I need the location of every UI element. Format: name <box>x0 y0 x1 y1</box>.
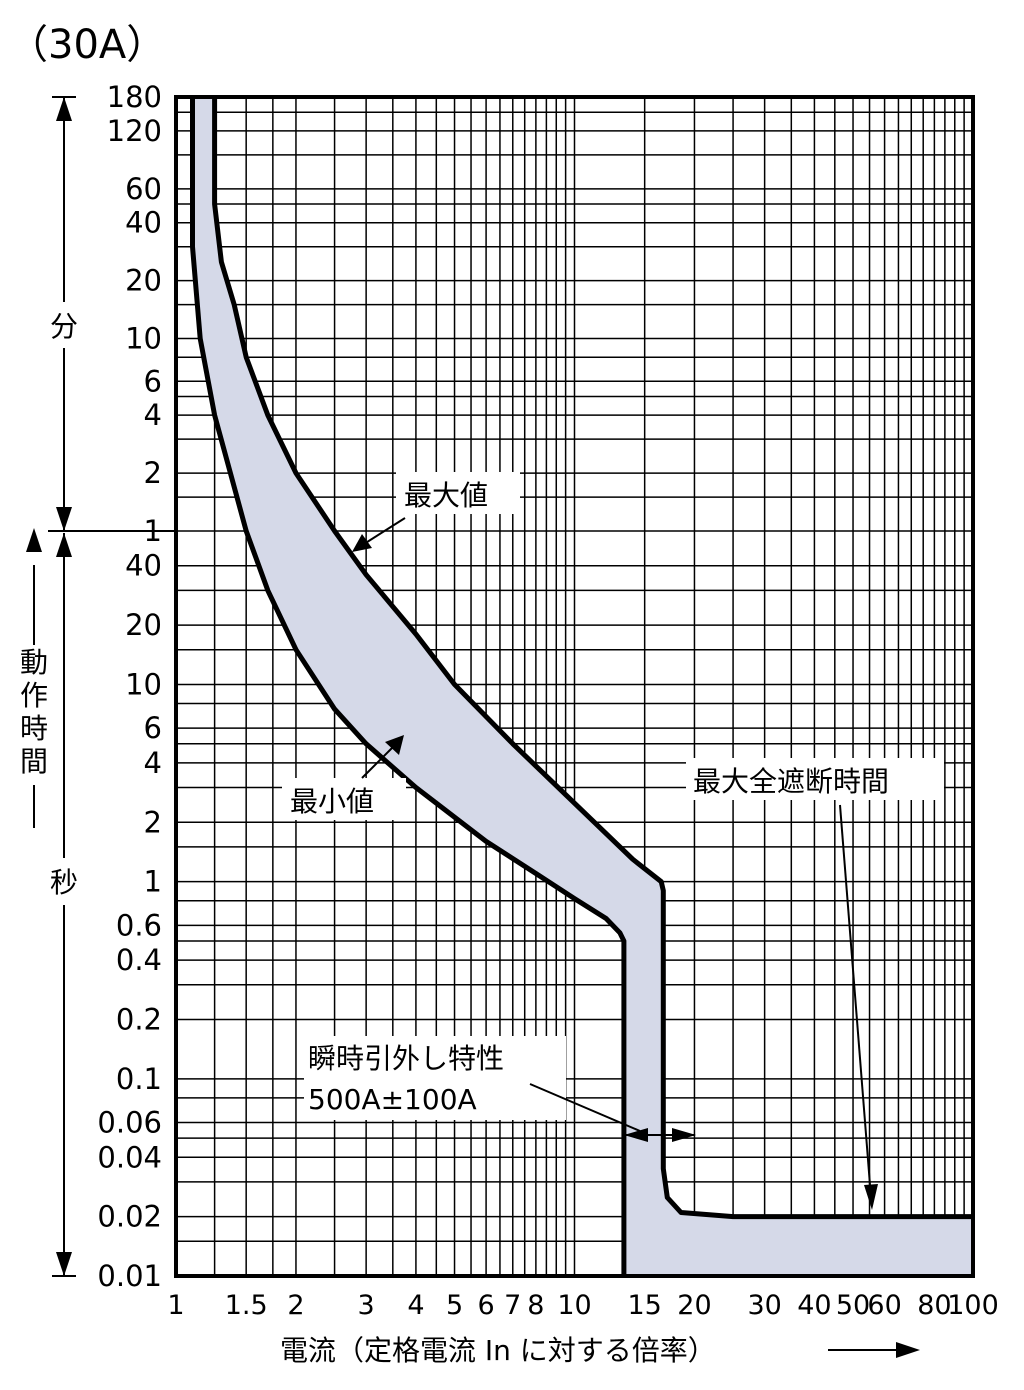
seconds-down-arrowhead <box>56 1252 72 1276</box>
x-axis-arrowhead <box>896 1342 920 1358</box>
ylabel-char-1: 動 <box>20 646 48 679</box>
x-tick-label: 6 <box>477 1290 494 1321</box>
x-tick-label: 30 <box>747 1290 781 1321</box>
y-tick-label-seconds: 0.6 <box>116 908 162 942</box>
minutes-label: 分 <box>50 310 78 343</box>
max-value-label: 最大値 <box>404 479 488 512</box>
time-unit-arrowheads <box>26 97 72 1276</box>
operating-band-fill <box>192 97 973 1276</box>
ylabel-char-3: 時 <box>20 712 48 745</box>
x-tick-label: 80 <box>917 1290 951 1321</box>
x-tick-label: 2 <box>287 1290 304 1321</box>
y-tick-label-minutes: 20 <box>125 264 162 298</box>
ylabel-up-arrowhead <box>26 528 42 552</box>
y-tick-label-seconds: 10 <box>125 667 162 701</box>
x-tick-label: 4 <box>407 1290 424 1321</box>
y-tick-label-seconds: 40 <box>125 549 162 583</box>
inst-trip-right-arrowhead <box>672 1128 696 1142</box>
y-tick-label-seconds: 0.06 <box>97 1106 162 1140</box>
y-tick-label-seconds: 0.04 <box>97 1140 162 1174</box>
y-tick-label-seconds: 20 <box>125 608 162 642</box>
grid-lines <box>176 96 973 1277</box>
y-tick-label-minutes: 4 <box>144 398 162 432</box>
minutes-up-arrowhead <box>56 97 72 121</box>
seconds-up-arrowhead <box>56 533 72 557</box>
x-tick-label: 7 <box>504 1290 521 1321</box>
min-label-bg <box>282 778 406 820</box>
max-value-curve <box>212 97 973 1220</box>
x-tick-label: 1 <box>167 1290 184 1321</box>
total-clear-time-label: 最大全遮断時間 <box>693 765 889 798</box>
max-label-bg <box>396 472 520 514</box>
x-tick-label: 8 <box>527 1290 544 1321</box>
total-clear-arrowhead <box>864 1184 878 1210</box>
y-tick-label-seconds: 0.2 <box>116 1002 162 1036</box>
y-tick-label-seconds: 0.02 <box>97 1200 162 1234</box>
y-tick-label-seconds: 4 <box>144 746 162 780</box>
y-tick-label-seconds: 0.1 <box>116 1062 162 1096</box>
x-tick-label: 20 <box>677 1290 711 1321</box>
x-tick-label: 3 <box>358 1290 375 1321</box>
y-tick-labels: 18012060402010642140201064210.60.40.20.1… <box>97 80 162 1293</box>
y-tick-label-seconds: 0.4 <box>116 943 162 977</box>
total-clear-label-bg <box>686 758 944 800</box>
y-tick-label-minutes: 120 <box>107 114 162 148</box>
max-value-leader <box>363 517 406 545</box>
y-tick-label-minutes: 2 <box>144 456 162 490</box>
inst-label-bg <box>304 1036 566 1120</box>
y-tick-label-minutes: 180 <box>107 80 162 114</box>
x-tick-label: 40 <box>797 1290 831 1321</box>
min-value-label: 最小値 <box>290 785 374 818</box>
plot-frame <box>174 95 975 1278</box>
min-value-curve <box>190 97 627 1276</box>
inst-trip-range-label: 500A±100A <box>308 1083 477 1116</box>
inst-trip-left-arrowhead <box>624 1128 648 1142</box>
inst-trip-label: 瞬時引外し特性 <box>308 1042 504 1075</box>
y-tick-label-seconds: 1 <box>144 865 162 899</box>
x-tick-label: 1.5 <box>225 1290 268 1321</box>
max-value-arrowhead <box>352 534 372 552</box>
min-value-leader <box>361 745 395 779</box>
ylabel-char-2: 作 <box>20 679 48 712</box>
total-clear-leader <box>839 804 871 1186</box>
y-tick-label-minutes: 6 <box>144 364 162 398</box>
minutes-down-arrowhead <box>56 507 72 531</box>
seconds-label: 秒 <box>50 866 78 899</box>
y-tick-label-minutes: 40 <box>125 206 162 240</box>
y-tick-label-minutes: 10 <box>125 322 162 356</box>
min-value-arrowhead <box>385 735 404 755</box>
x-tick-label: 60 <box>867 1290 901 1321</box>
inst-trip-leader <box>529 1083 641 1132</box>
x-tick-label: 5 <box>446 1290 463 1321</box>
x-axis-label: 電流（定格電流 In に対する倍率） <box>280 1334 716 1367</box>
x-tick-label: 10 <box>557 1290 591 1321</box>
x-tick-label: 100 <box>947 1290 999 1321</box>
x-tick-label: 15 <box>627 1290 661 1321</box>
y-tick-label-seconds: 0.01 <box>97 1259 162 1293</box>
x-tick-label: 50 <box>836 1290 870 1321</box>
chart-title: （30A） <box>8 22 166 68</box>
y-tick-label-seconds: 6 <box>144 711 162 745</box>
y-tick-label-minutes: 60 <box>125 172 162 206</box>
ylabel-char-4: 間 <box>20 745 48 778</box>
y-tick-label-seconds: 2 <box>144 805 162 839</box>
